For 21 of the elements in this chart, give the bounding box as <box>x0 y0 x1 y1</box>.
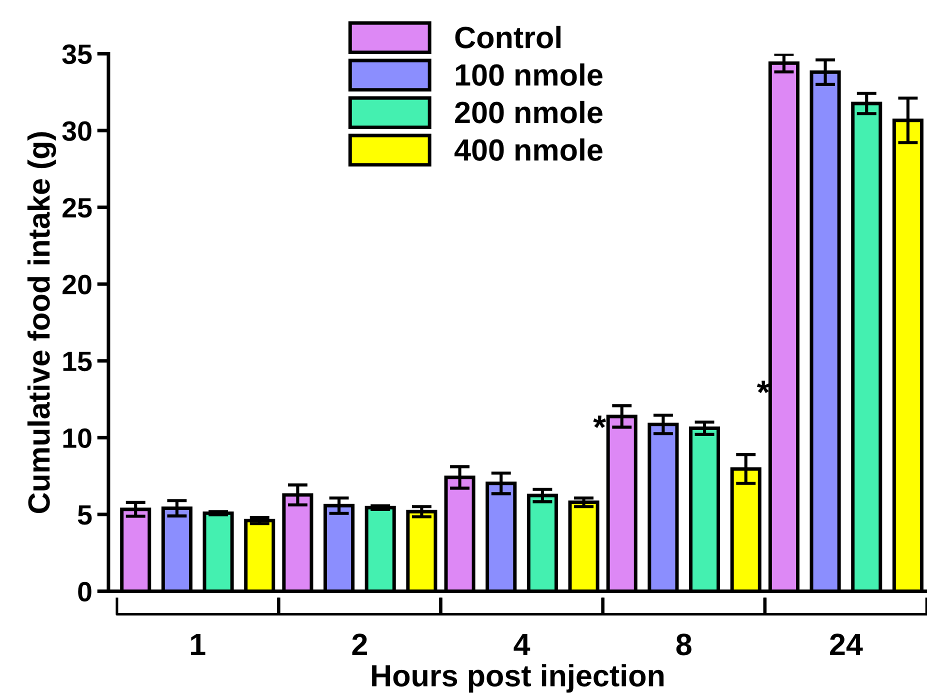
legend-label: 400 nmole <box>454 138 602 161</box>
legend-label: 100 nmole <box>456 63 602 86</box>
x-tick-label: 24 <box>830 634 863 656</box>
x-tick-label: 4 <box>514 634 530 656</box>
legend-label: 200 nmole <box>455 100 602 124</box>
y-tick-label: 0 <box>78 582 92 602</box>
y-tick-label: 10 <box>63 428 92 448</box>
x-tick-label: 8 <box>676 634 692 656</box>
y-tick-label: 15 <box>63 352 92 372</box>
x-tick-label: 1 <box>191 634 206 656</box>
y-tick-label: 20 <box>62 274 92 294</box>
legend-label: Control <box>455 26 560 48</box>
annotation: * <box>593 416 606 428</box>
x-axis-title: Hours post injection <box>372 664 664 693</box>
x-tick-label: 2 <box>352 634 367 656</box>
y-tick-label: 30 <box>62 121 92 141</box>
y-tick-label: 5 <box>78 505 92 525</box>
y-tick-label: 35 <box>62 44 92 64</box>
annotation: * <box>756 380 770 394</box>
y-axis-title: Cumulative food intake (g) <box>27 132 56 514</box>
y-tick-label: 25 <box>62 198 92 218</box>
